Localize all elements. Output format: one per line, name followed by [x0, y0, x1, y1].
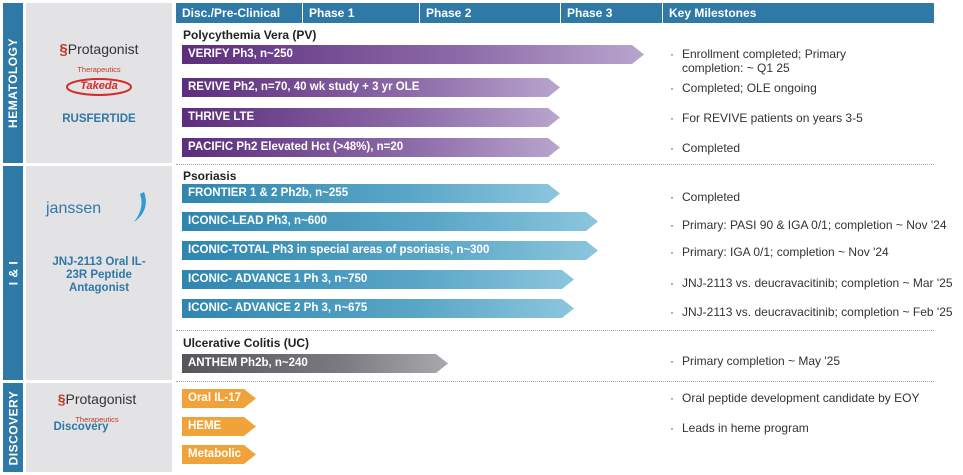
rusfertide-program: RUSFERTIDE	[62, 113, 136, 125]
milestone-iconic-advance-2: · JNJ-2113 vs. deucravacitinib; completio…	[670, 305, 953, 319]
trial-bar-pacific: PACIFIC Ph2 Elevated Hct (>48%), n=20	[182, 138, 560, 157]
milestone-anthem: · Primary completion ~ May '25	[670, 354, 841, 368]
protagonist-logo: §Protagonist Therapeutics	[59, 41, 139, 74]
milestone-heme: · Leads in heme program	[670, 421, 809, 435]
milestone-revive: · Completed; OLE ongoing	[670, 81, 817, 95]
janssen-logo: janssen	[46, 190, 156, 224]
trial-bar-iconic-lead: ICONIC-LEAD Ph3, n~600	[182, 212, 598, 231]
header-phase-2: Phase 2	[419, 3, 560, 23]
takeda-logo: Takeda	[64, 77, 134, 97]
indication-uc: Ulcerative Colitis (UC)	[183, 336, 310, 350]
trial-bar-thrive: THRIVE LTE	[182, 108, 560, 127]
milestone-pacific: · Completed	[670, 141, 741, 155]
ii-company-panel: janssen JNJ-2113 Oral IL-23R Peptide Ant…	[26, 166, 172, 380]
trial-bar-anthem: ANTHEM Ph2b, n~240	[182, 354, 448, 373]
header-disc-preclinical: Disc./Pre-Clinical	[176, 3, 302, 23]
milestone-iconic-advance-1: · JNJ-2113 vs. deucravacitinib; completio…	[670, 276, 953, 290]
trial-bar-iconic-advance-1: ICONIC- ADVANCE 1 Ph 3, n~750	[182, 270, 574, 289]
trial-bar-frontier: FRONTIER 1 & 2 Ph2b, n~255	[182, 184, 560, 203]
trial-bar-revive: REVIVE Ph2, n=70, 40 wk study + 3 yr OLE	[182, 78, 560, 97]
trial-bar-verify: VERIFY Ph3, n~250	[182, 45, 644, 64]
milestone-frontier: · Completed	[670, 190, 741, 204]
section-divider	[176, 381, 934, 382]
header-key-milestones: Key Milestones	[662, 3, 934, 23]
header-phase-1: Phase 1	[302, 3, 419, 23]
discovery-label: DISCOVERY	[3, 383, 23, 472]
discovery-program: Discovery	[53, 421, 109, 433]
trial-bar-iconic-advance-2: ICONIC- ADVANCE 2 Ph 3, n~675	[182, 299, 574, 318]
discovery-bar-metabolic: Metabolic	[182, 445, 256, 464]
milestone-thrive: · For REVIVE patients on years 3-5	[670, 111, 863, 125]
hematology-company-panel: §Protagonist Therapeutics Takeda RUSFERT…	[26, 3, 172, 163]
protagonist-logo: §Protagonist Therapeutics	[57, 391, 137, 424]
discovery-bar-oral-il17: Oral IL-17	[182, 389, 256, 408]
header-phase-3: Phase 3	[560, 3, 662, 23]
trial-bar-iconic-total: ICONIC-TOTAL Ph3 in special areas of pso…	[182, 241, 598, 260]
ii-label: I & I	[3, 166, 23, 380]
milestone-oral-il17: · Oral peptide development candidate by E…	[670, 391, 920, 405]
jnj-2113-program: JNJ-2113 Oral IL-23R Peptide Antagonist	[52, 256, 146, 294]
milestone-verify: · Enrollment completed; Primary completio…	[670, 47, 847, 75]
section-divider	[176, 164, 934, 165]
milestone-iconic-lead: · Primary: PASI 90 & IGA 0/1; completion …	[670, 218, 947, 232]
hematology-label: HEMATOLOGY	[3, 3, 23, 163]
milestone-iconic-total: · Primary: IGA 0/1; completion ~ Nov '24	[670, 245, 889, 259]
indication-psoriasis: Psoriasis	[183, 169, 237, 183]
indication-pv: Polycythemia Vera (PV)	[183, 28, 317, 42]
section-divider	[176, 330, 934, 331]
discovery-company-panel: §Protagonist Therapeutics Discovery	[26, 383, 172, 472]
discovery-bar-heme: HEME	[182, 417, 256, 436]
